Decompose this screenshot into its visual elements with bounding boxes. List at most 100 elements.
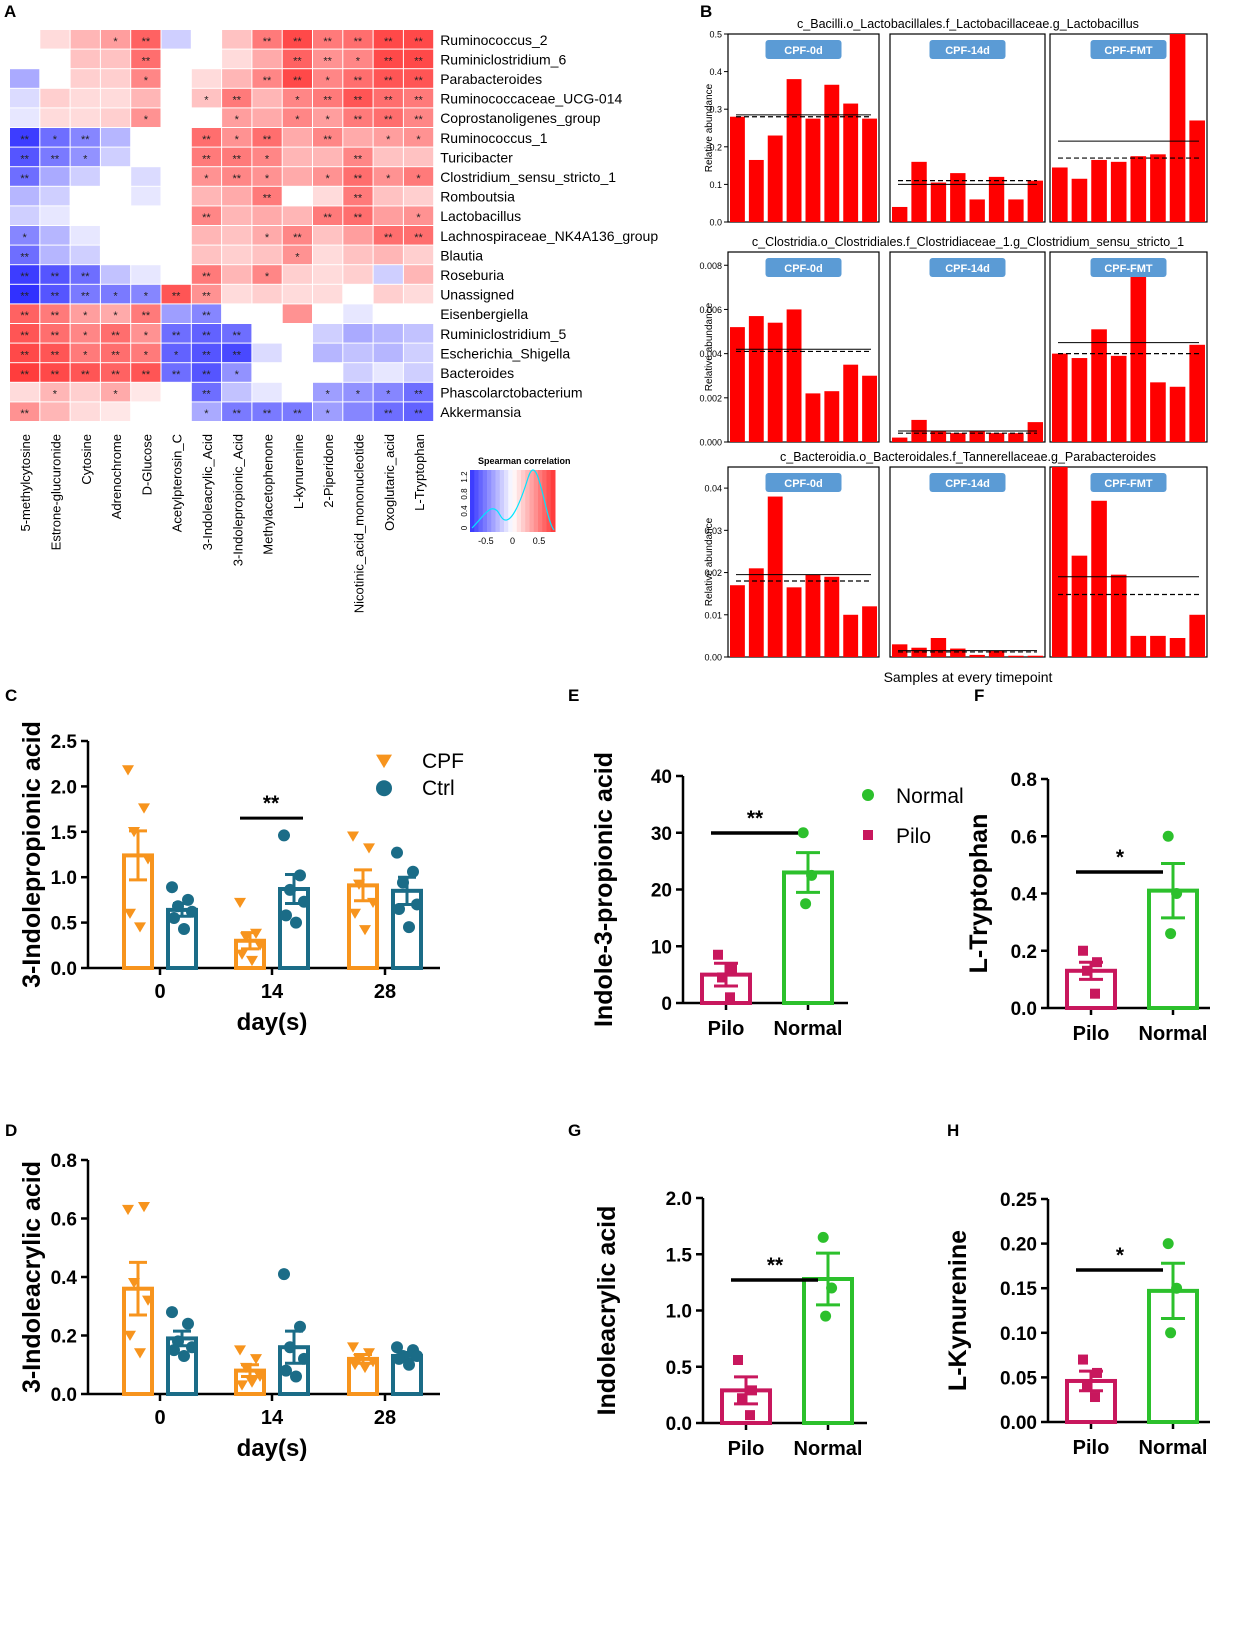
heatmap-cell: [373, 226, 403, 245]
heatmap-cell: [343, 108, 373, 127]
group-tag-label: CPF-0d: [784, 45, 823, 57]
data-point-circle: [393, 1352, 405, 1365]
abundance-bar: [843, 614, 859, 657]
group-tag: [765, 473, 842, 492]
data-point-circle: [186, 1341, 198, 1354]
heatmap-cell: [191, 265, 222, 284]
heatmap-cell: [70, 108, 100, 127]
heatmap-cell: [373, 245, 403, 265]
heatmap-cell: [70, 147, 100, 167]
group-tag: [765, 40, 842, 59]
heatmap-cell: [403, 245, 434, 265]
heatmap-cell: [403, 284, 434, 304]
significance-star: **: [354, 114, 363, 126]
heatmap-cell: [282, 304, 312, 323]
significance-star: *: [326, 75, 331, 87]
significance-star: *: [144, 349, 149, 361]
data-point-triangle: [240, 932, 252, 943]
data-point-circle: [294, 1320, 306, 1333]
panel-label-B: B: [700, 2, 712, 21]
heatmap-cell: [403, 88, 434, 108]
heatmap-row-label: Clostridium_sensu_stricto_1: [440, 169, 616, 185]
significance-star: **: [384, 36, 393, 48]
heatmap-cell: [222, 226, 252, 245]
heatmap-cell: [131, 402, 161, 421]
y-axis-label: L-Kynurenine: [944, 1230, 972, 1391]
heatmap-col-label: Adrenochrome: [109, 434, 124, 519]
heatmap-row-label: Ruminiclostridium_6: [440, 51, 566, 67]
data-point-triangle: [363, 1348, 375, 1359]
data-point-circle: [817, 1231, 829, 1243]
significance-star: *: [83, 310, 88, 322]
data-point-square: [1092, 957, 1102, 968]
heatmap-row-label: Roseburia: [440, 267, 504, 283]
heatmap-cell: [403, 226, 434, 245]
heatmap-cell: [282, 343, 312, 363]
y-tick-label: 0.0: [666, 1414, 692, 1435]
y-tick-label: 0.0: [1011, 999, 1037, 1020]
heatmap-cell: [191, 284, 222, 304]
significance-star: **: [202, 330, 211, 342]
heatmap-cell: [343, 284, 373, 304]
heatmap-col-label: 3-Indolepropionic_Acid: [230, 434, 245, 566]
abundance-bar: [730, 116, 745, 222]
significance-star: **: [202, 349, 211, 361]
heatmap-cell: [131, 265, 161, 284]
x-tick-label: Normal: [1139, 1023, 1208, 1045]
significance-star: *: [416, 134, 421, 146]
significance-star: *: [144, 330, 149, 342]
heatmap-cell: [131, 88, 161, 108]
abundance-bar: [988, 650, 1005, 657]
heatmap-col-label: L-kynurenine: [291, 434, 306, 509]
y-tick-label: 0.03: [704, 526, 722, 536]
significance-star: *: [204, 95, 209, 107]
data-point-triangle: [128, 827, 140, 838]
heatmap-cell: [161, 128, 191, 147]
data-point-square: [727, 963, 737, 974]
data-point-circle: [1165, 1327, 1177, 1339]
heatmap-cell: [161, 88, 191, 108]
heatmap-cell: [131, 128, 161, 147]
abundance-bar: [1071, 555, 1088, 657]
legend-swatch: [525, 470, 530, 532]
abundance-bar: [1130, 635, 1147, 657]
significance-star: *: [356, 389, 361, 401]
heatmap-cell: [40, 186, 70, 206]
significance-star: **: [354, 212, 363, 224]
heatmap-cell: [222, 88, 252, 108]
significance-star: **: [172, 369, 181, 381]
abundance-bar: [786, 79, 802, 223]
heatmap-col-label: Estrone-glucuronide: [48, 434, 63, 550]
heatmap-cell: [313, 49, 343, 69]
significance-star: **: [354, 193, 363, 205]
heatmap-cell: [373, 284, 403, 304]
abundance-bar: [1110, 161, 1127, 222]
heatmap-cell: [131, 382, 161, 402]
data-point-triangle: [124, 908, 136, 919]
significance-star: **: [354, 75, 363, 87]
heatmap-cell: [252, 363, 282, 382]
abundance-bar: [786, 309, 802, 442]
abundance-bar: [1169, 34, 1186, 222]
heatmap-cell: [100, 88, 131, 108]
data-point-circle: [1162, 830, 1174, 842]
legend-swatch: [546, 470, 552, 532]
heatmap-cell: [70, 186, 100, 206]
significance-star: **: [263, 408, 272, 420]
significance-star: **: [414, 408, 423, 420]
heatmap-cell: [282, 30, 312, 49]
abundance-bar: [1027, 180, 1043, 222]
y-tick-label: 0.10: [1000, 1324, 1037, 1345]
significance-star: **: [20, 330, 29, 342]
heatmap-cell: [70, 226, 100, 245]
heatmap-cell: [191, 69, 222, 88]
data-point-circle: [178, 922, 190, 935]
significance-label: **: [263, 792, 280, 815]
data-point-triangle: [347, 831, 359, 842]
heatmap-cell: [313, 245, 343, 265]
abundance-bar: [1008, 433, 1024, 442]
data-point-circle: [1162, 1238, 1174, 1250]
heatmap-cell: [373, 49, 403, 69]
significance-star: *: [265, 232, 270, 244]
abundance-bar: [1130, 156, 1147, 222]
